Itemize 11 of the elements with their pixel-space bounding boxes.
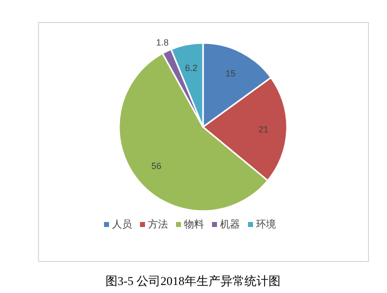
data-label: 1.8 [156,38,169,48]
legend-label: 物料 [184,218,204,230]
caption: 图3-5 公司2018年生产异常统计图 [106,274,280,288]
data-label: 6.2 [185,63,198,74]
legend-label: 环境 [256,218,276,230]
legend-label: 方法 [148,218,168,230]
legend-label: 人员 [112,220,132,230]
data-label: 56 [151,161,162,172]
data-label: 15 [225,68,236,79]
data-label: 21 [258,124,268,134]
legend-label: 机器 [220,218,240,230]
